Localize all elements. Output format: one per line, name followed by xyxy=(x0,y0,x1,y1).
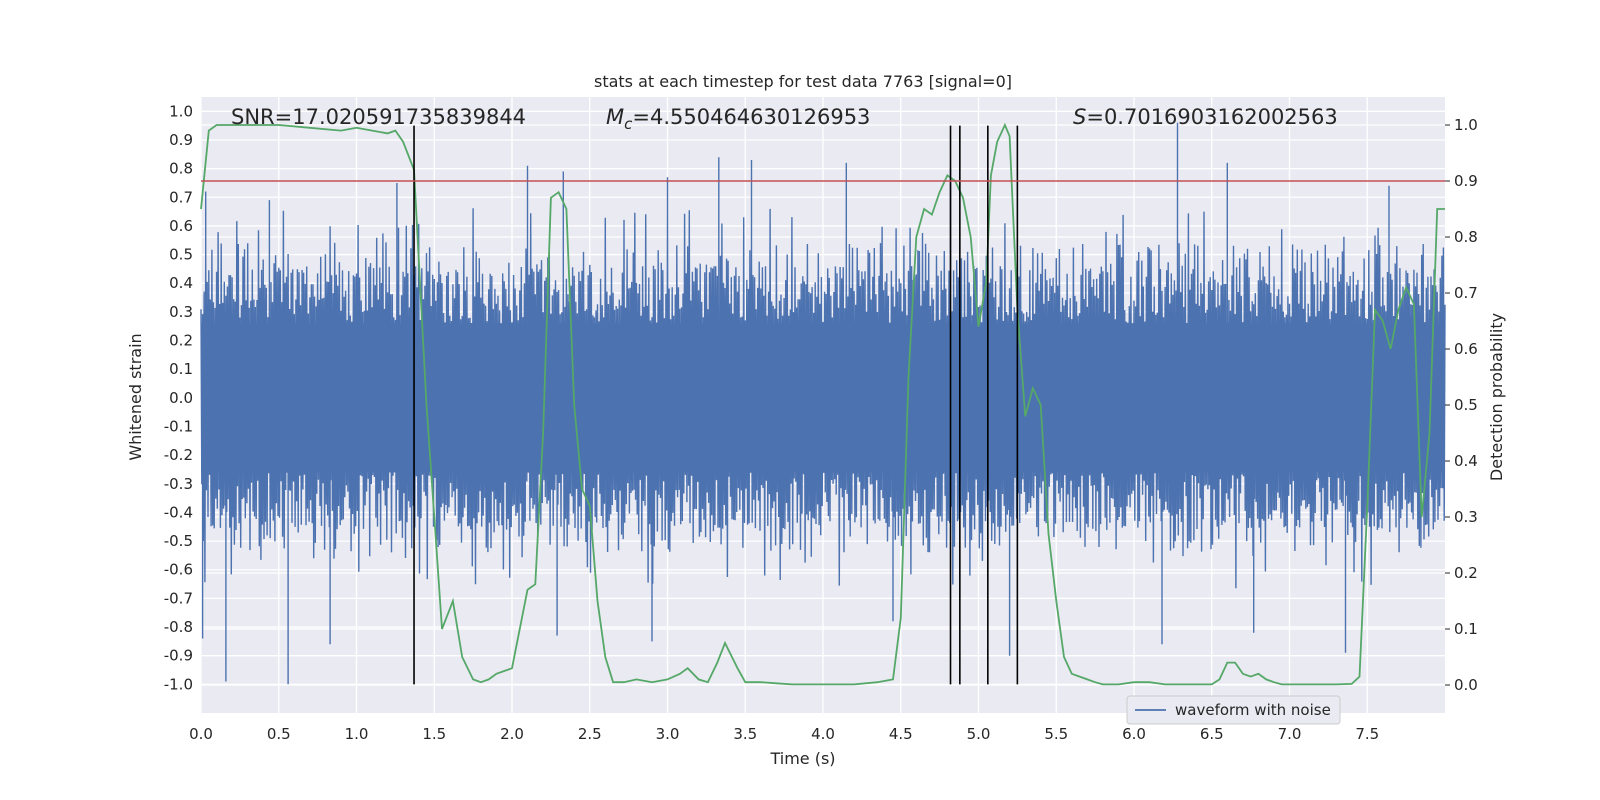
x-tick-label: 4.5 xyxy=(889,725,913,743)
y-tick-label: -0.5 xyxy=(164,532,193,550)
y-axis-ticks: 1.0 0.9 0.8 0.7 0.6 0.5 0.4 0.3 0.2 0.1 0.0 -0.1 -0.… xyxy=(164,102,193,693)
y2-tick-label: 0.5 xyxy=(1454,396,1478,414)
y-tick-label: -0.2 xyxy=(164,446,193,464)
y-tick-label: 0.9 xyxy=(169,131,193,149)
chirp-mass-symbol: M xyxy=(606,105,624,129)
x-tick-label: 0.0 xyxy=(189,725,213,743)
probability-line xyxy=(200,122,1445,686)
y-tick-label: 0.4 xyxy=(169,274,193,292)
y-axis-label: Whitened strain xyxy=(126,333,145,460)
x-tick-label: 7.0 xyxy=(1278,725,1302,743)
y-tick-label: -0.8 xyxy=(164,618,193,636)
y2-tick-label: 0.7 xyxy=(1454,284,1478,302)
y-tick-label: 0.7 xyxy=(169,188,193,206)
s-annotation: S=0.7016903162002563 xyxy=(1073,105,1338,129)
y2-axis-label: Detection probability xyxy=(1487,313,1506,481)
x-tick-label: 7.5 xyxy=(1355,725,1379,743)
x-tick-label: 6.0 xyxy=(1122,725,1146,743)
y-tick-label: 0.3 xyxy=(169,303,193,321)
y-tick-label: -0.4 xyxy=(164,503,193,521)
x-tick-label: 2.5 xyxy=(578,725,602,743)
y2-tick-label: 0.3 xyxy=(1454,508,1478,526)
y2-tick-label: 0.0 xyxy=(1454,676,1478,694)
y-tick-label: -1.0 xyxy=(164,675,193,693)
x-tick-label: 3.5 xyxy=(733,725,757,743)
x-axis-ticks: 0.0 0.5 1.0 1.5 2.0 2.5 3.0 3.5 4.0 4.5 5.0 5.5 6.0 6… xyxy=(189,725,1379,743)
x-tick-label: 3.0 xyxy=(656,725,680,743)
chart-title: stats at each timestep for test data 776… xyxy=(594,72,1012,91)
y2-tick-label: 0.6 xyxy=(1454,340,1478,358)
y-tick-label: -0.3 xyxy=(164,475,193,493)
x-tick-label: 4.0 xyxy=(811,725,835,743)
x-tick-label: 5.5 xyxy=(1044,725,1068,743)
s-symbol: S xyxy=(1073,105,1086,129)
x-tick-label: 1.5 xyxy=(422,725,446,743)
y-tick-label: 0.0 xyxy=(169,389,193,407)
detection-probability-series xyxy=(200,122,1445,686)
x-tick-label: 6.5 xyxy=(1200,725,1224,743)
chirp-mass-annotation: Mc=4.550464630126953 xyxy=(606,105,870,133)
x-tick-label: 2.0 xyxy=(500,725,524,743)
y-tick-label: -0.9 xyxy=(164,647,193,665)
y-tick-label: 0.1 xyxy=(169,360,193,378)
y-tick-label: 0.8 xyxy=(169,160,193,178)
x-tick-label: 0.5 xyxy=(267,725,291,743)
y-tick-label: -0.1 xyxy=(164,417,193,435)
x-tick-label: 5.0 xyxy=(967,725,991,743)
s-value: =0.7016903162002563 xyxy=(1086,105,1337,129)
x-tick-label: 1.0 xyxy=(345,725,369,743)
y2-tick-label: 0.1 xyxy=(1454,620,1478,638)
y2-tick-label: 0.4 xyxy=(1454,452,1478,470)
detection-markers xyxy=(413,125,1019,685)
y2-tick-label: 0.9 xyxy=(1454,172,1478,190)
legend-box xyxy=(1126,695,1341,725)
chirp-mass-value: =4.550464630126953 xyxy=(632,105,870,129)
waveform-series xyxy=(200,122,1446,685)
y-tick-label: 0.5 xyxy=(169,246,193,264)
waveform-fill xyxy=(201,323,1445,473)
chirp-mass-subscript: c xyxy=(624,115,633,133)
y-tick-label: 0.6 xyxy=(169,217,193,235)
y2-axis-ticks: 1.0 0.9 0.8 0.7 0.6 0.5 0.4 0.3 0.2 0.1 0.0 xyxy=(1445,116,1478,694)
snr-annotation: SNR=17.020591735839844 xyxy=(231,105,526,129)
y-tick-label: -0.7 xyxy=(164,589,193,607)
y2-tick-label: 0.8 xyxy=(1454,228,1478,246)
y2-tick-label: 1.0 xyxy=(1454,116,1478,134)
x-axis-label: Time (s) xyxy=(769,749,835,768)
y2-tick-label: 0.2 xyxy=(1454,564,1478,582)
y-tick-label: 1.0 xyxy=(169,102,193,120)
legend: waveform with noise xyxy=(1126,695,1341,725)
y-tick-label: 0.2 xyxy=(169,332,193,350)
legend-label: waveform with noise xyxy=(1175,701,1331,719)
y-tick-label: -0.6 xyxy=(164,561,193,579)
